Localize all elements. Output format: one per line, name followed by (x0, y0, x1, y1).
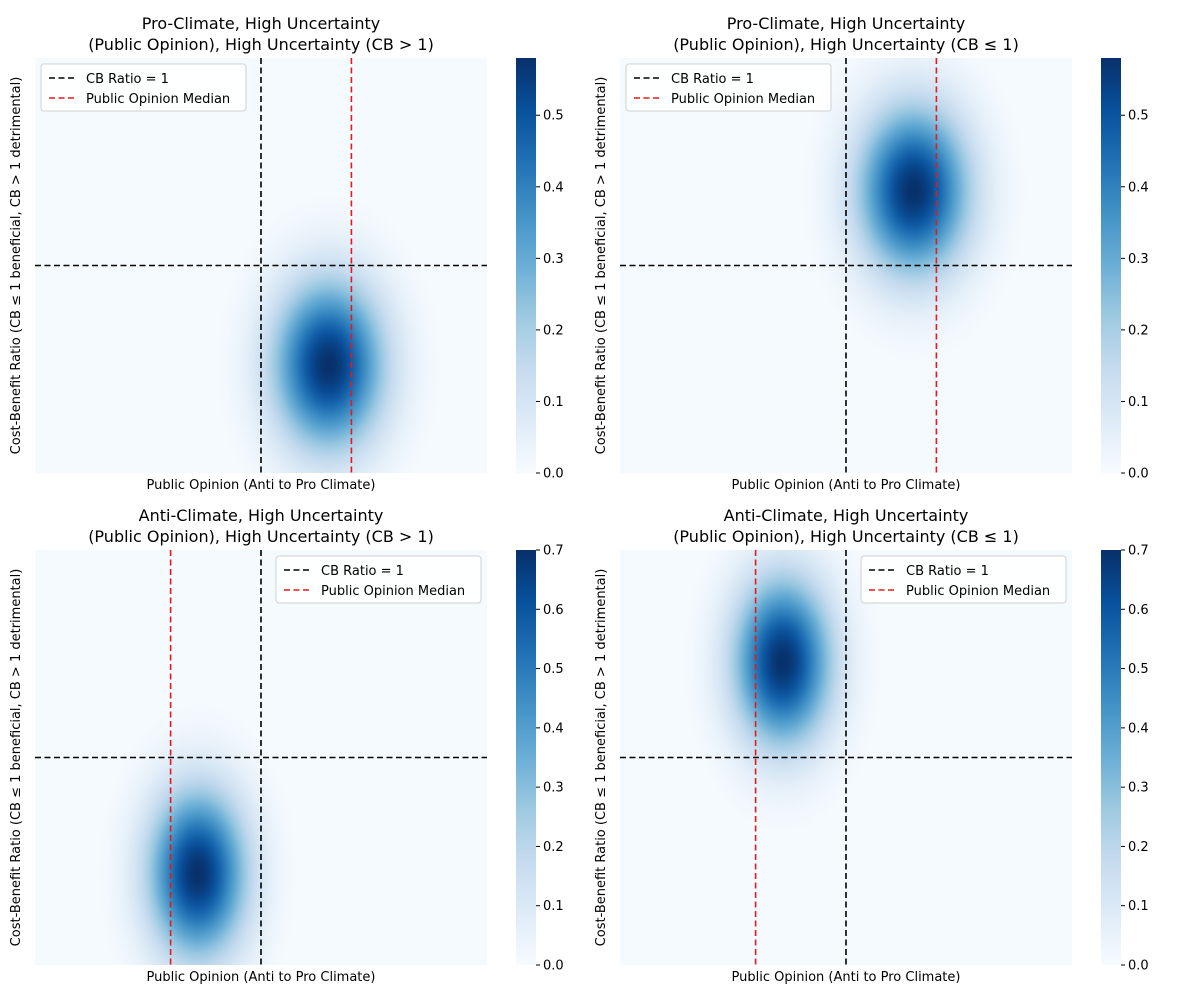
legend: CB Ratio = 1 Public Opinion Median (275, 555, 482, 604)
colorbar-tick-label: 0.2 (543, 323, 564, 338)
colorbar-tick-label: 0.0 (543, 467, 564, 482)
legend-entry-2: Public Opinion Median (671, 92, 815, 107)
y-axis-label: Cost-Benefit Ratio (CB ≤ 1 beneficial, C… (9, 569, 24, 947)
colorbar-tick-label: 0.7 (543, 544, 564, 559)
legend-entry-2: Public Opinion Median (321, 584, 465, 599)
legend-entry-1: CB Ratio = 1 (321, 564, 404, 579)
colorbar-tick-label: 0.5 (543, 109, 564, 124)
colorbar-tick-label: 0.6 (543, 603, 564, 618)
colorbar-tick-label: 0.4 (1128, 180, 1149, 195)
colorbar-tick-label: 0.3 (543, 781, 564, 796)
x-axis-label: Public Opinion (Anti to Pro Climate) (732, 478, 961, 493)
x-axis-label: Public Opinion (Anti to Pro Climate) (147, 970, 376, 985)
chart-title-line-1: Anti-Climate, High Uncertainty (724, 506, 969, 525)
heatmap-panel-3: Anti-Climate, High Uncertainty (Public Op… (9, 506, 564, 985)
colorbar-tick-label: 0.3 (1128, 781, 1149, 796)
heatmap-panel-4: Anti-Climate, High Uncertainty (Public Op… (594, 506, 1149, 985)
legend-entry-2: Public Opinion Median (906, 584, 1050, 599)
chart-title-line-2: (Public Opinion), High Uncertainty (CB >… (88, 35, 434, 54)
heatmap-panel-2: Pro-Climate, High Uncertainty (Public Opi… (594, 14, 1149, 493)
legend-entry-1: CB Ratio = 1 (906, 564, 989, 579)
colorbar-tick-label: 0.0 (543, 959, 564, 974)
colorbar-tick-label: 0.2 (543, 840, 564, 855)
colorbar-tick-label: 0.1 (543, 899, 564, 914)
chart-title-line-2: (Public Opinion), High Uncertainty (CB ≤… (673, 35, 1019, 54)
heatmap-panel-1: Pro-Climate, High Uncertainty (Public Opi… (9, 14, 564, 493)
colorbar-tick-label: 0.0 (1128, 467, 1149, 482)
colorbar-tick-label: 0.7 (1128, 544, 1149, 559)
legend: CB Ratio = 1 Public Opinion Median (860, 555, 1067, 604)
colorbar-tick-label: 0.1 (1128, 899, 1149, 914)
chart-title-line-2: (Public Opinion), High Uncertainty (CB ≤… (673, 527, 1019, 546)
colorbar-tick-label: 0.5 (543, 662, 564, 677)
legend-entry-2: Public Opinion Median (86, 92, 230, 107)
colorbar-tick-label: 0.5 (1128, 662, 1149, 677)
y-axis-label: Cost-Benefit Ratio (CB ≤ 1 beneficial, C… (594, 569, 609, 947)
x-axis-label: Public Opinion (Anti to Pro Climate) (732, 970, 961, 985)
chart-title-line-1: Anti-Climate, High Uncertainty (139, 506, 384, 525)
legend: CB Ratio = 1 Public Opinion Median (625, 63, 832, 112)
colorbar-tick-label: 0.3 (543, 252, 564, 267)
colorbar-tick-label: 0.2 (1128, 323, 1149, 338)
x-axis-label: Public Opinion (Anti to Pro Climate) (147, 478, 376, 493)
colorbar-tick-label: 0.4 (1128, 721, 1149, 736)
colorbar-tick-label: 0.4 (543, 721, 564, 736)
legend-entry-1: CB Ratio = 1 (671, 72, 754, 87)
y-axis-label: Cost-Benefit Ratio (CB ≤ 1 beneficial, C… (594, 77, 609, 455)
chart-title-line-1: Pro-Climate, High Uncertainty (142, 14, 381, 33)
legend-box (275, 555, 482, 604)
chart-title-line-1: Pro-Climate, High Uncertainty (727, 14, 966, 33)
legend-box (625, 63, 832, 112)
colorbar-tick-label: 0.3 (1128, 252, 1149, 267)
colorbar (516, 58, 536, 473)
colorbar-tick-label: 0.2 (1128, 840, 1149, 855)
colorbar-tick-label: 0.4 (543, 180, 564, 195)
legend-box (40, 63, 247, 112)
colorbar-tick-label: 0.5 (1128, 109, 1149, 124)
colorbar (1101, 58, 1121, 473)
y-axis-label: Cost-Benefit Ratio (CB ≤ 1 beneficial, C… (9, 77, 24, 455)
colorbar (516, 550, 536, 965)
colorbar-tick-label: 0.6 (1128, 603, 1149, 618)
colorbar (1101, 550, 1121, 965)
legend: CB Ratio = 1 Public Opinion Median (40, 63, 247, 112)
legend-box (860, 555, 1067, 604)
legend-entry-1: CB Ratio = 1 (86, 72, 169, 87)
colorbar-tick-label: 0.0 (1128, 959, 1149, 974)
colorbar-tick-label: 0.1 (1128, 395, 1149, 410)
colorbar-tick-label: 0.1 (543, 395, 564, 410)
chart-title-line-2: (Public Opinion), High Uncertainty (CB >… (88, 527, 434, 546)
